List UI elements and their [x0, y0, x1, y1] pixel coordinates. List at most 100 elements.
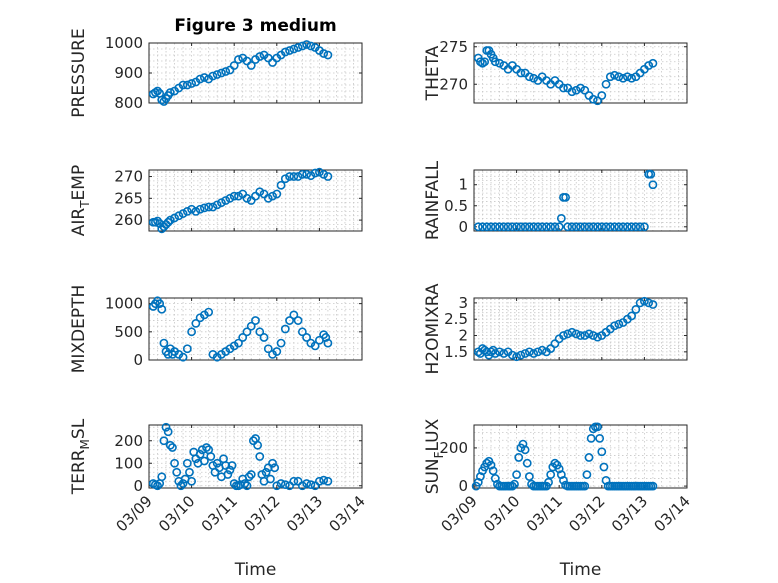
y-tick-label: 0.5 [444, 197, 468, 215]
data-point [588, 222, 598, 232]
data-point [480, 57, 490, 67]
data-point [576, 83, 585, 93]
data-point [559, 83, 568, 93]
data-point [165, 215, 175, 225]
data-point [576, 222, 585, 232]
data-point [627, 73, 637, 83]
data-point [622, 222, 632, 232]
subplot-6: 1.522.53 H2OMIXRA [423, 283, 688, 375]
data-point [197, 445, 207, 455]
y-tick-label: 3 [458, 294, 468, 312]
data-point [270, 463, 280, 473]
data-point [259, 333, 269, 342]
data-point [302, 40, 312, 49]
data-point [559, 331, 568, 340]
data-point [234, 338, 243, 348]
data-point [588, 94, 598, 104]
y-tick-label: 900 [114, 64, 143, 82]
y-tick-label: 0 [458, 218, 468, 236]
data-point [507, 222, 517, 232]
data-point [289, 310, 299, 320]
data-point [238, 333, 248, 342]
data-point [646, 169, 656, 179]
data-point [499, 222, 509, 232]
data-point [302, 333, 312, 342]
data-point [217, 198, 226, 208]
data-point [178, 479, 188, 488]
data-point [253, 440, 263, 450]
data-point [627, 311, 637, 321]
data-point [640, 296, 649, 306]
data-point [280, 174, 290, 184]
y-tick-label: 800 [114, 94, 143, 112]
data-point [640, 222, 649, 232]
data-point [206, 452, 216, 461]
data-point [599, 462, 609, 472]
y-axis-label: TERRMSL [69, 418, 92, 495]
data-point [182, 80, 192, 90]
data-point [524, 472, 534, 481]
y-axis-label: SUNFLUX [423, 418, 446, 494]
data-point [285, 316, 294, 325]
data-point [165, 440, 175, 450]
data-point [482, 458, 492, 468]
data-point [321, 333, 331, 342]
data-point [610, 321, 619, 331]
y-tick-label: 260 [114, 211, 143, 229]
data-point [255, 52, 265, 61]
axes-box [148, 297, 363, 361]
data-point [618, 222, 628, 232]
chart-title: Figure 3 medium [174, 16, 336, 36]
data-point [306, 41, 316, 51]
data-point [610, 70, 619, 80]
data-point [244, 472, 254, 482]
data-point [533, 347, 543, 357]
data-point [161, 422, 171, 432]
data-point [227, 461, 237, 470]
data-point [199, 73, 209, 82]
data-point [516, 68, 526, 78]
data-point [610, 222, 619, 232]
data-point [178, 352, 188, 362]
data-point [631, 305, 641, 314]
data-point [234, 55, 243, 64]
data-point [495, 222, 504, 232]
data-point [495, 58, 504, 68]
data-point [178, 209, 188, 218]
data-point [631, 222, 641, 232]
data-point [495, 347, 504, 357]
data-point [172, 467, 182, 477]
data-point [584, 453, 594, 462]
data-point [635, 298, 645, 308]
data-point [550, 458, 560, 468]
data-point [246, 61, 256, 70]
data-point [163, 427, 173, 437]
data-point [580, 481, 590, 491]
data-point [263, 344, 273, 354]
y-tick-label: 0 [133, 351, 143, 369]
data-point [266, 474, 275, 484]
data-point [195, 204, 205, 214]
data-point [289, 476, 299, 486]
data-point [618, 73, 628, 83]
data-point [323, 476, 333, 486]
data-point [314, 476, 324, 486]
data-point [529, 222, 539, 232]
data-point [174, 211, 184, 221]
data-point [178, 80, 188, 90]
data-point [314, 167, 324, 177]
data-point [644, 298, 654, 308]
y-tick-label: 200 [114, 432, 143, 450]
data-point [153, 481, 162, 491]
data-point [584, 329, 594, 339]
data-point [522, 458, 532, 468]
y-axis-label: RAINFALL [423, 160, 443, 240]
data-point [187, 327, 196, 337]
y-tick-label: 1000 [105, 295, 143, 313]
data-point [486, 222, 496, 232]
data-point [261, 467, 271, 477]
data-point [199, 456, 209, 466]
y-tick-label: 270 [439, 75, 468, 93]
x-axis-label: Time [559, 560, 602, 580]
data-point [482, 222, 492, 232]
